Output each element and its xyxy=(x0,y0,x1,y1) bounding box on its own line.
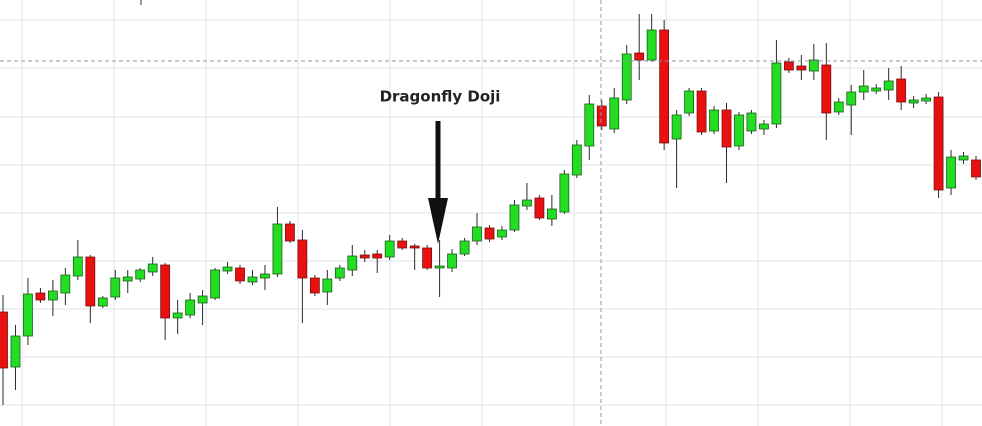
candle-body-up xyxy=(746,112,757,132)
candle-body-down xyxy=(933,96,944,191)
candle-body-down xyxy=(309,277,320,294)
candle-body-up xyxy=(72,256,83,277)
candle-body-up xyxy=(122,276,133,282)
candle-body-up xyxy=(946,156,956,189)
candle-body-up xyxy=(671,114,682,140)
candle-body-up xyxy=(185,299,196,316)
candles xyxy=(0,14,981,405)
candle-body-up xyxy=(447,253,457,269)
candle-body-down xyxy=(696,90,707,133)
candle-body-down xyxy=(596,105,607,127)
candle-body-up xyxy=(247,276,258,283)
candle-body-up xyxy=(584,103,595,147)
candle-body-up xyxy=(272,223,283,275)
candle-body-up xyxy=(222,266,233,272)
candle-body-down xyxy=(634,52,645,61)
candle-body-up xyxy=(684,90,694,114)
annotation-text: Dragonfly Doji xyxy=(380,88,501,106)
candle-body-up xyxy=(260,273,270,279)
candle-body-down xyxy=(783,61,794,71)
candle-body-down xyxy=(422,247,433,269)
candle-body-down xyxy=(796,65,807,71)
candle-body-up xyxy=(709,109,719,132)
candle-body-up xyxy=(509,204,520,231)
candle-body-up xyxy=(858,85,869,93)
candle-body-up xyxy=(347,255,358,271)
candle-body-down xyxy=(85,256,96,307)
candle-body-up xyxy=(322,278,333,293)
candle-body-up xyxy=(110,277,121,298)
candle-body-up xyxy=(759,123,769,130)
candle-body-up xyxy=(621,53,632,101)
candle-body-up xyxy=(883,80,894,91)
candle-body-down xyxy=(971,159,981,178)
candle-body-up xyxy=(472,226,482,242)
annotation-arrow-head xyxy=(428,198,448,244)
candle-body-down xyxy=(659,29,670,144)
candle-body-up xyxy=(734,114,744,147)
candle-body-down xyxy=(0,311,8,369)
candle-body-up xyxy=(197,295,208,304)
candle-body-down xyxy=(35,292,46,301)
candle-body-up xyxy=(808,59,819,72)
candle-body-down xyxy=(721,109,732,148)
candle-body-up xyxy=(97,297,108,307)
candle-body-up xyxy=(609,97,620,130)
candle-body-up xyxy=(522,199,532,207)
candle-body-up xyxy=(459,240,470,255)
candle-body-down xyxy=(359,254,370,259)
candle-body-up xyxy=(210,269,220,299)
candle-body-up xyxy=(771,62,782,125)
candle-body-up xyxy=(559,173,570,213)
candle-body-up xyxy=(23,293,33,337)
candle-body-up xyxy=(497,229,507,238)
candle-body-up xyxy=(60,274,71,294)
candle-body-up xyxy=(571,144,582,176)
candle-body-up xyxy=(172,312,183,319)
candle-body-down xyxy=(484,227,495,240)
candle-body-up xyxy=(10,335,21,368)
candle-body-up xyxy=(833,101,844,113)
candle-body-up xyxy=(434,265,445,269)
candle-body-down xyxy=(160,264,171,319)
candle-body-up xyxy=(546,208,557,220)
candle-body-down xyxy=(285,223,295,242)
candle-body-down xyxy=(235,267,245,282)
candle-body-down xyxy=(297,239,308,279)
candle-body-down xyxy=(397,240,408,249)
candle-body-down xyxy=(534,197,545,219)
candle-body-up xyxy=(921,97,932,102)
candle-body-up xyxy=(147,263,158,273)
candle-body-down xyxy=(821,64,832,114)
candle-body-up xyxy=(958,155,969,161)
candle-body-down xyxy=(372,253,383,259)
candle-body-up xyxy=(47,290,58,301)
candle-body-up xyxy=(384,240,395,258)
candle-body-up xyxy=(135,269,146,280)
candle-body-down xyxy=(409,245,420,249)
candle-body-up xyxy=(646,29,657,61)
candle-body-down xyxy=(896,78,907,103)
candle-body-up xyxy=(846,91,857,106)
candle-body-up xyxy=(908,99,919,104)
candle-body-up xyxy=(334,267,345,279)
candle-body-up xyxy=(871,87,882,92)
